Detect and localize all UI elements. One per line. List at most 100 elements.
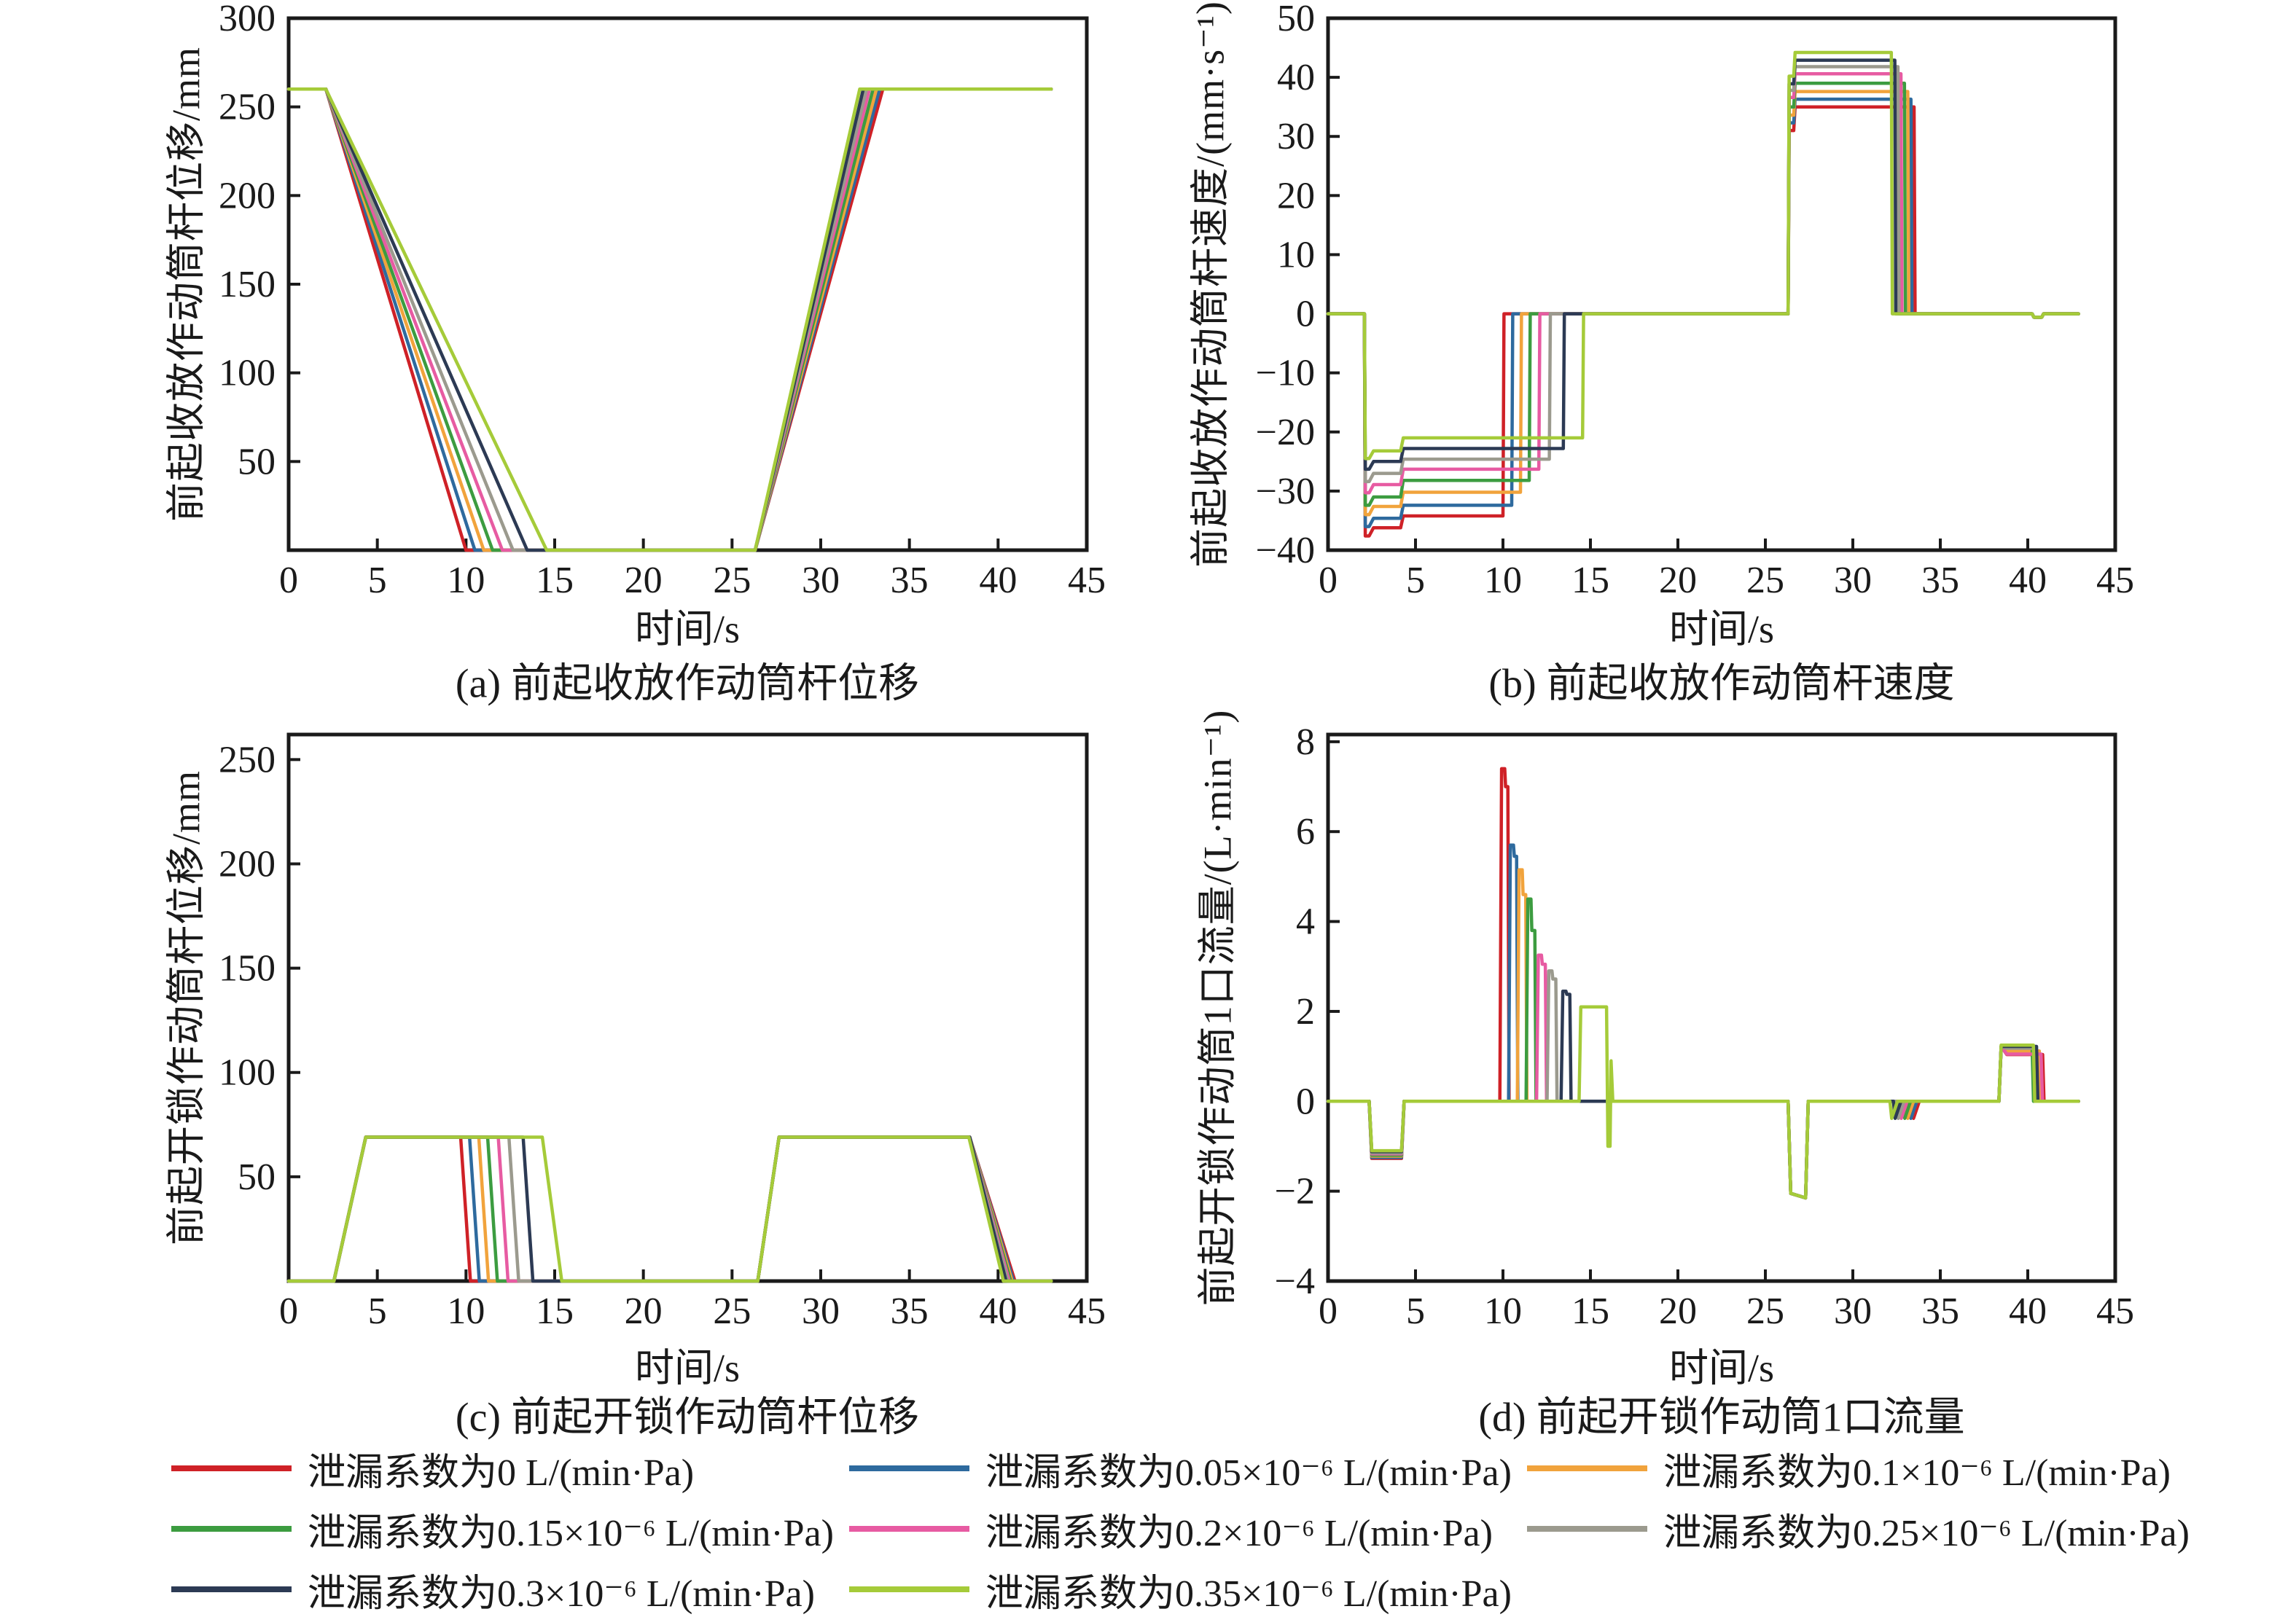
series-line-5 <box>286 1135 1053 1283</box>
legend-label: 泄漏系数为0.2×10⁻⁶ L/(min·Pa) <box>985 1512 1493 1554</box>
x-tick-label: 30 <box>1834 1291 1872 1332</box>
x-tick-label: 20 <box>1659 1291 1697 1332</box>
plot-frame <box>1326 732 2117 1283</box>
y-tick-label: 100 <box>219 1052 276 1094</box>
x-tick-label: 35 <box>1921 560 1959 601</box>
chart-c: 0 5 10 15 20 25 30 35 40 45 50 100 150 200 250 <box>219 732 1106 1332</box>
legend-item: 泄漏系数为0.3×10⁻⁶ L/(min·Pa) <box>171 1567 815 1615</box>
y-tick-label: 100 <box>219 353 276 394</box>
x-tick-label: 40 <box>2009 560 2047 601</box>
legend-item: 泄漏系数为0 L/(min·Pa) <box>171 1446 694 1494</box>
y-axis-label-b: 前起收放作动筒杆速度/(mm·s⁻¹) <box>1188 1 1233 568</box>
legend-item: 泄漏系数为0.35×10⁻⁶ L/(min·Pa) <box>849 1567 1512 1615</box>
y-tick-label: 0 <box>1296 1081 1315 1122</box>
series-line-3 <box>1326 897 2080 1200</box>
x-tick-label: 35 <box>891 1291 929 1332</box>
legend-item: 泄漏系数为0.05×10⁻⁶ L/(min·Pa) <box>849 1446 1512 1494</box>
x-tick-label: 10 <box>1484 1291 1522 1332</box>
legend-swatch-navy <box>171 1586 292 1592</box>
plot-frame <box>286 16 1089 552</box>
y-tick-label: 150 <box>219 948 276 990</box>
series-line-3 <box>286 1135 1053 1283</box>
legend-label: 泄漏系数为0.05×10⁻⁶ L/(min·Pa) <box>985 1452 1512 1494</box>
x-tick-label: 40 <box>2009 1291 2047 1332</box>
x-tick-label: 15 <box>1571 560 1609 601</box>
caption-a: (a) 前起收放作动筒杆位移 <box>455 661 920 707</box>
legend-swatch-red <box>171 1465 292 1471</box>
y-tick-label: 40 <box>1277 57 1315 98</box>
x-tick-label: 45 <box>1068 560 1106 601</box>
y-tick-label: 6 <box>1296 811 1315 853</box>
x-tick-label: 0 <box>1319 560 1338 601</box>
legend: 泄漏系数为0 L/(min·Pa) 泄漏系数为0.05×10⁻⁶ L/(min·… <box>0 1439 2296 1615</box>
y-tick-label: 20 <box>1277 175 1315 216</box>
y-tick-label: 250 <box>219 739 276 780</box>
x-tick-label: 10 <box>447 1291 485 1332</box>
legend-swatch-blue <box>849 1465 969 1471</box>
legend-item: 泄漏系数为0.25×10⁻⁶ L/(min·Pa) <box>1527 1507 2190 1554</box>
x-axis-label-a: 时间/s <box>634 607 741 651</box>
series-line-2 <box>286 87 1053 552</box>
series-line-0 <box>1326 767 2080 1200</box>
series-line-1 <box>1326 843 2080 1200</box>
series-line-4 <box>286 1135 1053 1283</box>
series-line-1 <box>286 87 1053 552</box>
y-tick-label: 30 <box>1277 116 1315 157</box>
legend-swatch-green <box>171 1526 292 1532</box>
series-line-6 <box>286 1135 1053 1283</box>
legend-label: 泄漏系数为0.15×10⁻⁶ L/(min·Pa) <box>308 1512 834 1554</box>
legend-item: 泄漏系数为0.1×10⁻⁶ L/(min·Pa) <box>1527 1446 2171 1494</box>
x-tick-label: 5 <box>368 560 387 601</box>
series-line-6 <box>1326 989 2080 1200</box>
series-line-5 <box>1326 65 2080 484</box>
x-tick-label: 25 <box>1746 1291 1784 1332</box>
series-line-7 <box>286 87 1053 552</box>
series-line-3 <box>286 87 1053 552</box>
series-line-3 <box>1326 81 2080 507</box>
legend-swatch-pink <box>849 1526 969 1532</box>
legend-label: 泄漏系数为0.1×10⁻⁶ L/(min·Pa) <box>1663 1452 2171 1494</box>
plot-frame <box>1326 16 2117 552</box>
y-axis-label-a: 前起收放作动筒杆位移/mm <box>164 46 208 522</box>
series-line-0 <box>1326 105 2080 538</box>
chart-a: 0 5 10 15 20 25 30 35 40 45 50 100 150 200 250 300 <box>219 0 1106 601</box>
x-axis-label-b: 时间/s <box>1668 607 1775 651</box>
series-line-4 <box>1326 71 2080 495</box>
y-axis-label-c: 前起开锁作动筒杆位移/mm <box>164 770 208 1246</box>
x-tick-label: 45 <box>2096 560 2134 601</box>
x-tick-label: 5 <box>1406 560 1425 601</box>
x-axis-label-c: 时间/s <box>634 1346 741 1390</box>
y-tick-label: 50 <box>238 1156 276 1198</box>
series-line-6 <box>1326 58 2080 471</box>
x-tick-label: 30 <box>802 1291 840 1332</box>
plot-frame <box>286 732 1089 1283</box>
legend-swatch-lightgreen <box>849 1586 969 1592</box>
x-tick-label: 45 <box>2096 1291 2134 1332</box>
y-tick-label: 50 <box>238 441 276 482</box>
legend-label: 泄漏系数为0 L/(min·Pa) <box>308 1452 695 1494</box>
y-tick-label: 2 <box>1296 991 1315 1033</box>
series-line-1 <box>286 1135 1053 1283</box>
x-tick-label: 10 <box>447 560 485 601</box>
legend-label: 泄漏系数为0.3×10⁻⁶ L/(min·Pa) <box>308 1573 815 1615</box>
y-tick-label: 10 <box>1277 234 1315 275</box>
x-tick-label: 20 <box>1659 560 1697 601</box>
chart-d: 0 5 10 15 20 25 30 35 40 45 −4 −2 0 2 4 6 8 <box>1275 721 2134 1332</box>
legend-item: 泄漏系数为0.15×10⁻⁶ L/(min·Pa) <box>171 1507 834 1554</box>
series-line-0 <box>286 87 1053 552</box>
series-line-7 <box>286 1135 1053 1283</box>
series-line-2 <box>1326 90 2080 517</box>
y-tick-label: −30 <box>1256 471 1315 512</box>
x-tick-label: 15 <box>1571 1291 1609 1332</box>
x-tick-label: 0 <box>279 1291 298 1332</box>
series-line-7 <box>1326 50 2080 461</box>
x-tick-label: 25 <box>1746 560 1784 601</box>
y-tick-label: −2 <box>1275 1171 1315 1213</box>
x-tick-label: 20 <box>625 1291 663 1332</box>
legend-item: 泄漏系数为0.2×10⁻⁶ L/(min·Pa) <box>849 1507 1493 1554</box>
series-line-4 <box>286 87 1053 552</box>
y-tick-label: 8 <box>1296 721 1315 763</box>
x-tick-label: 5 <box>368 1291 387 1332</box>
y-tick-label: −10 <box>1256 353 1315 394</box>
